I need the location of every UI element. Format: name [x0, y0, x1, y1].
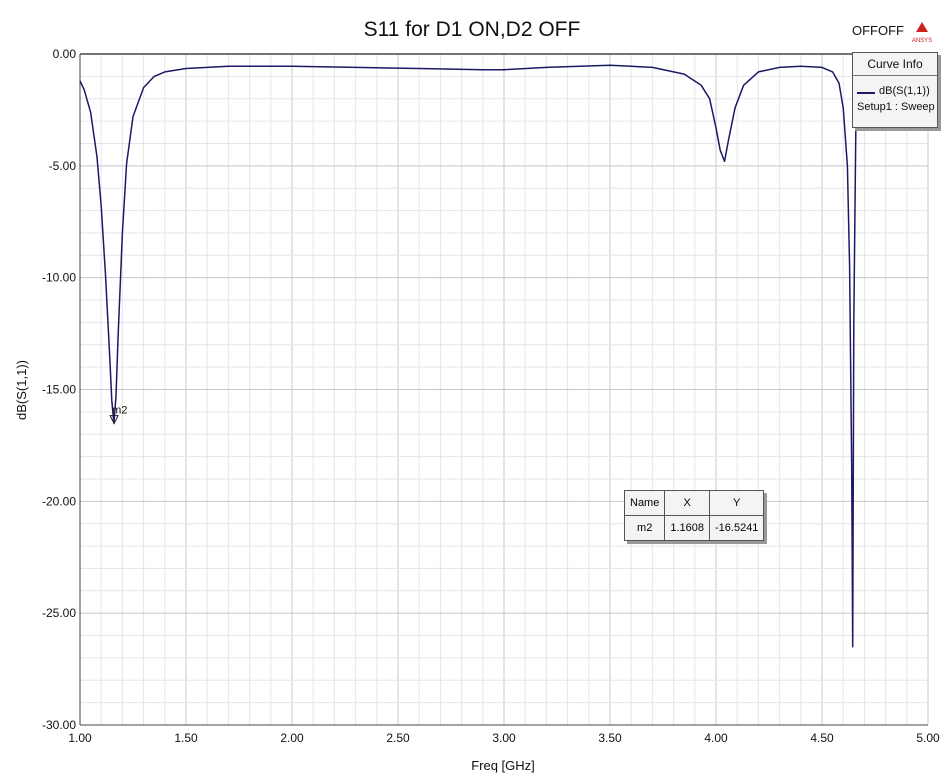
y-tick-label: 0.00 [53, 47, 77, 61]
x-tick-label: 3.50 [598, 731, 622, 745]
y-tick-label: -15.00 [42, 383, 76, 397]
x-axis-ticks: 1.00 1.50 2.00 2.50 3.00 3.50 4.00 4.50 5.00 [68, 731, 940, 745]
legend-setup-label: Setup1 : Sweep [857, 101, 935, 113]
y-axis-ticks: 0.00 -5.00 -10.00 -15.00 -20.00 -25.00 -30.00 [42, 47, 76, 732]
marker-table-header: Name X Y [623, 490, 765, 516]
top-right-label: OFFOFF [852, 23, 904, 38]
x-tick-label: 4.50 [810, 731, 834, 745]
y-axis-label: dB(S(1,1)) [14, 360, 29, 420]
marker-x-value: 1.1608 [664, 515, 710, 541]
marker-name: m2 [623, 515, 666, 541]
y-tick-label: -25.00 [42, 606, 76, 620]
x-tick-label: 4.00 [704, 731, 728, 745]
x-tick-label: 1.50 [174, 731, 198, 745]
header-y: Y [708, 490, 765, 516]
x-axis-label: Freq [GHz] [471, 758, 535, 773]
grid [79, 53, 929, 726]
chart-title: S11 for D1 ON,D2 OFF [364, 18, 581, 41]
header-name: Name [623, 490, 666, 516]
x-tick-label: 5.00 [916, 731, 940, 745]
logo-text: ANSYS [912, 38, 932, 44]
legend-divider [853, 75, 937, 76]
series-layer [79, 64, 859, 648]
y-tick-label: -20.00 [42, 494, 76, 508]
marker-y-value: -16.5241 [708, 515, 765, 541]
ansys-logo-icon: ANSYS [912, 22, 932, 44]
marker-label: m2 [112, 405, 127, 417]
header-x: X [664, 490, 710, 516]
marker-layer: m2 [109, 405, 127, 425]
legend-title: Curve Info [867, 57, 923, 71]
curve-info-legend[interactable]: Curve Info dB(S(1,1)) Setup1 : Sweep [852, 52, 938, 128]
x-tick-label: 2.00 [280, 731, 304, 745]
x-tick-label: 2.50 [386, 731, 410, 745]
marker-table[interactable]: Name X Y m2 1.1608 -16.5241 [623, 490, 765, 541]
legend-series-label: dB(S(1,1)) [879, 85, 930, 97]
marker-triangle-icon [109, 415, 119, 425]
x-tick-label: 3.00 [492, 731, 516, 745]
series-line [79, 64, 859, 648]
marker-table-row: m2 1.1608 -16.5241 [623, 515, 765, 541]
legend-line-swatch-icon [857, 92, 875, 94]
y-tick-label: -30.00 [42, 718, 76, 732]
x-tick-label: 1.00 [68, 731, 92, 745]
y-tick-label: -10.00 [42, 271, 76, 285]
y-tick-label: -5.00 [49, 159, 77, 173]
